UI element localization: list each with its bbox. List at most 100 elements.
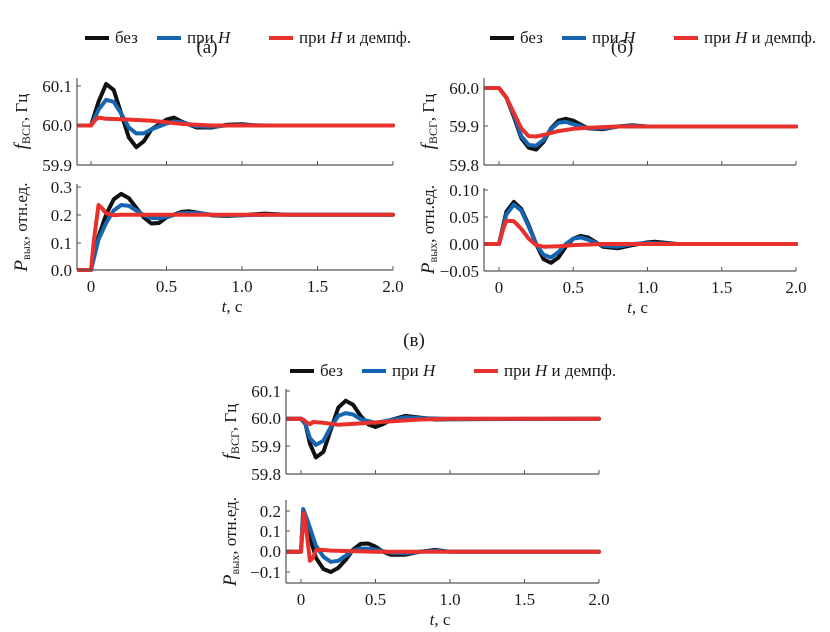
legend-text: и демпф. (342, 28, 411, 47)
series-line-Hd (484, 218, 798, 249)
y-tick-label: 59.9 (449, 117, 479, 136)
panel-title: (в) (403, 330, 425, 351)
y-label-unit: , Гц (12, 94, 31, 121)
legend-text: при (392, 361, 423, 380)
legend-item-Hd: при H и демпф. (269, 28, 411, 47)
x-tick-label: 1.0 (637, 278, 658, 297)
legend-text: при (187, 28, 218, 47)
legend-item-bez: без (85, 28, 138, 47)
series-line-Hd (77, 203, 395, 272)
legend-italic: H (534, 361, 549, 380)
y-tick-label: 0.1 (51, 234, 72, 253)
y-tick-label: 0.00 (449, 235, 479, 254)
y-tick-label: 60.1 (42, 77, 72, 96)
legend-item-H: при H (562, 28, 637, 47)
x-tick-label: 0 (87, 277, 96, 296)
legend-italic: H (217, 28, 232, 47)
legend-text: при (704, 28, 735, 47)
y-label-subscript: ВСГ (228, 431, 242, 454)
series-line-bez (484, 86, 798, 152)
series-line-Hd (286, 416, 601, 427)
y-tick-label: 0.05 (449, 208, 479, 227)
legend-item-H: при H (362, 361, 437, 380)
legend-item-bez: без (490, 28, 543, 47)
x-label-symbol: t (222, 297, 228, 316)
y-label-subscript: вых (426, 243, 440, 263)
x-tick-label: 1.5 (307, 277, 328, 296)
y-tick-label: −0.05 (440, 262, 479, 281)
y-label-unit: , отн.ед. (12, 182, 31, 240)
subplot-power: −0.1 0.00.10.2 0 0.5 1.0 1.5 2.0 Pвых, отн.ед. (220, 497, 610, 609)
legend-label: при H и демпф. (704, 28, 816, 47)
y-axis-label: Pвых, отн.ед. (418, 185, 440, 275)
legend-label: без (320, 361, 343, 380)
y-label-unit: , Гц (221, 404, 240, 431)
y-tick-label: 0.10 (449, 181, 479, 200)
x-label-symbol: t (627, 298, 633, 317)
x-axis-label: t, с (627, 298, 648, 317)
y-tick-label: 59.9 (251, 437, 281, 456)
x-tick-label: 0.5 (365, 590, 386, 609)
x-tick-label: 1.0 (231, 277, 252, 296)
series-line-H (77, 97, 395, 136)
y-tick-label: 60.0 (251, 409, 281, 428)
y-label-unit: , отн.ед. (221, 497, 240, 555)
legend-item-H: при H (157, 28, 232, 47)
x-tick-label: 0.5 (156, 277, 177, 296)
x-axis-label: t, с (222, 297, 243, 316)
x-label-unit: , с (226, 297, 243, 316)
y-label-symbol: f (418, 141, 439, 149)
series-line-H (286, 411, 601, 447)
y-tick-label: 0.3 (51, 178, 72, 197)
legend-text: без (115, 28, 138, 47)
y-tick-label: −0.1 (250, 563, 281, 582)
subplot-power: 0.0 0.1 0.2 0.3 0 0.5 1.0 1.5 2.0 Pвых, отн.ед. (11, 178, 404, 296)
y-tick-label: 0.0 (260, 542, 281, 561)
y-tick-label: 60.0 (42, 116, 72, 135)
y-axis-label: Pвых, отн.ед. (11, 182, 33, 272)
series-line-H (484, 202, 798, 260)
y-tick-label: 59.8 (449, 156, 479, 175)
legend-italic: H (622, 28, 637, 47)
x-tick-label: 2.0 (382, 277, 403, 296)
subplot-frequency: 59.8 59.9 60.0 60.1 fВСГ, Гц (220, 382, 601, 484)
legend-text: и демпф. (747, 28, 816, 47)
y-tick-label: 0.1 (260, 522, 281, 541)
legend-label: при H и демпф. (504, 361, 616, 380)
y-axis-label: Pвых, отн.ед. (220, 497, 242, 587)
y-tick-label: 0.2 (51, 206, 72, 225)
y-tick-label: 0.2 (260, 502, 281, 521)
x-axis-label: t, с (430, 610, 451, 629)
x-label-unit: , с (434, 610, 451, 629)
series-line-H (286, 507, 601, 564)
legend-text: без (520, 28, 543, 47)
x-tick-label: 1.5 (514, 590, 535, 609)
y-tick-label: 0.0 (51, 261, 72, 280)
legend-text: при (592, 28, 623, 47)
y-tick-label: 59.8 (251, 465, 281, 484)
y-tick-label: 60.1 (251, 382, 281, 401)
legend-label: при H (392, 361, 437, 380)
series-line-Hd (286, 511, 601, 563)
legend-label: при H (187, 28, 232, 47)
y-label-symbol: f (220, 451, 241, 459)
x-tick-label: 0 (495, 278, 504, 297)
y-tick-label: 60.0 (449, 79, 479, 98)
legend-item-Hd: при H и демпф. (474, 361, 616, 380)
subplot-power: −0.05 0.00 0.05 0.10 0 0.5 1.0 1.5 2.0 Pвых, отн.… (418, 181, 807, 297)
y-label-subscript: вых (19, 240, 33, 260)
legend-italic: H (734, 28, 749, 47)
x-label-symbol: t (430, 610, 436, 629)
x-tick-label: 2.0 (785, 278, 806, 297)
y-tick-label: 59.9 (42, 156, 72, 175)
x-tick-label: 0.5 (563, 278, 584, 297)
series-line-bez (286, 398, 601, 460)
legend-item-bez: без (290, 361, 343, 380)
y-label-symbol: P (418, 262, 439, 275)
legend-italic: H (422, 361, 437, 380)
legend-item-Hd: при H и демпф. (674, 28, 816, 47)
legend-text: при (504, 361, 535, 380)
